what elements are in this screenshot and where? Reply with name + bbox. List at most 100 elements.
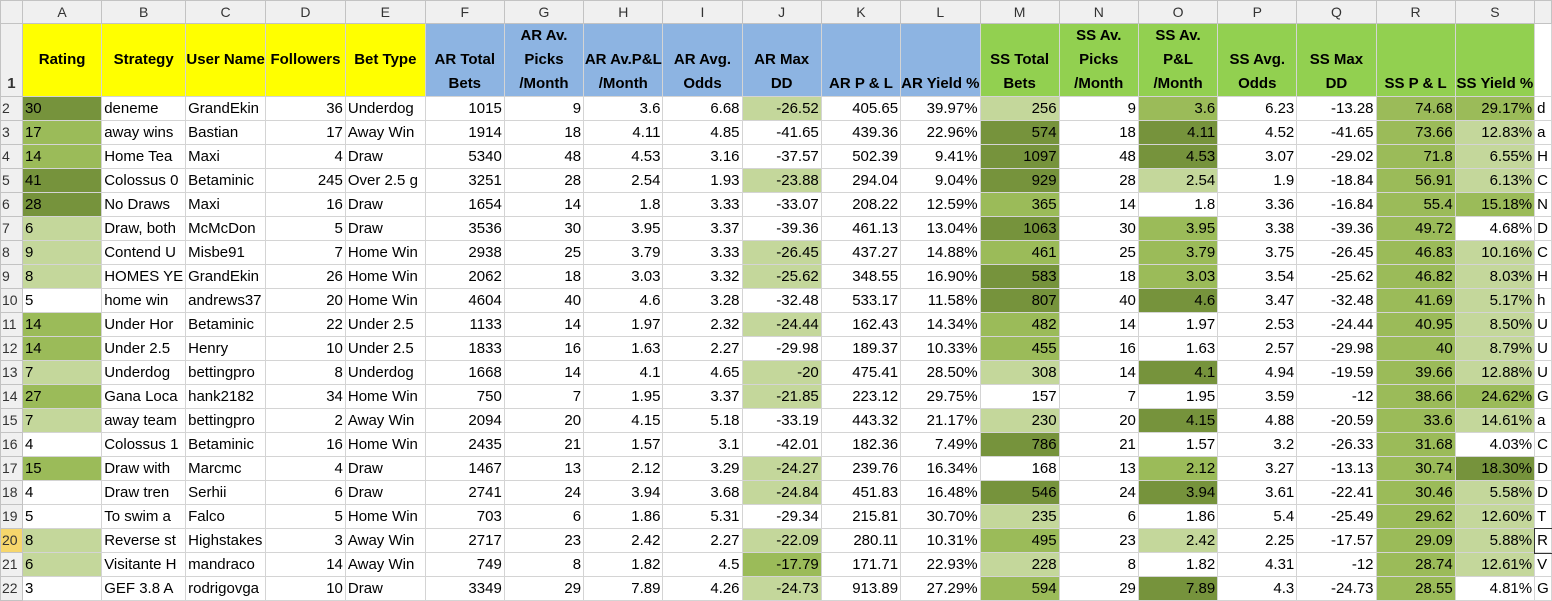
table-cell[interactable]: 4.85	[662, 120, 743, 145]
table-cell[interactable]: 17	[21, 120, 103, 145]
table-cell[interactable]: 162.43	[820, 312, 902, 337]
table-cell[interactable]: 3536	[424, 216, 505, 241]
table-cell[interactable]: 2094	[424, 408, 505, 433]
table-cell[interactable]: 2741	[424, 480, 505, 505]
table-cell[interactable]: 1.9	[1217, 168, 1298, 193]
table-cell[interactable]: 7	[265, 240, 346, 265]
table-cell[interactable]: 223.12	[820, 384, 902, 409]
table-cell[interactable]: -20	[741, 360, 822, 385]
table-cell[interactable]: 22.96%	[900, 120, 981, 145]
table-cell[interactable]: 28.74	[1375, 552, 1456, 577]
table-cell[interactable]: andrews37	[185, 288, 267, 313]
table-cell[interactable]: 49.72	[1375, 216, 1456, 241]
table-cell[interactable]: Reverse st	[101, 528, 187, 553]
overflow-cell[interactable]: a	[1534, 120, 1552, 145]
table-cell[interactable]: 2.57	[1217, 336, 1298, 361]
table-cell[interactable]: -37.57	[741, 144, 822, 169]
table-cell[interactable]: Home Win	[344, 240, 426, 265]
table-cell[interactable]: 5.17%	[1454, 288, 1536, 313]
table-cell[interactable]: 6	[21, 552, 103, 577]
table-cell[interactable]: 4.81%	[1454, 576, 1536, 601]
table-cell[interactable]: 2.32	[662, 312, 743, 337]
table-cell[interactable]: 6	[21, 216, 103, 241]
table-cell[interactable]: -33.07	[741, 192, 822, 217]
table-cell[interactable]: -23.88	[741, 168, 822, 193]
table-cell[interactable]: 4.53	[583, 144, 664, 169]
select-all-corner[interactable]	[0, 0, 23, 24]
column-header-o[interactable]: O	[1137, 0, 1219, 24]
table-cell[interactable]: -25.62	[741, 264, 822, 289]
table-cell[interactable]: 20	[265, 288, 346, 313]
table-cell[interactable]: Under 2.5	[344, 312, 426, 337]
table-cell[interactable]: 31.68	[1375, 432, 1456, 457]
table-cell[interactable]: 40	[1375, 336, 1456, 361]
table-cell[interactable]: 1.8	[1137, 192, 1219, 217]
table-cell[interactable]: 1133	[424, 312, 505, 337]
table-cell[interactable]: 4.15	[1137, 408, 1219, 433]
table-cell[interactable]: Highstakes	[185, 528, 267, 553]
table-cell[interactable]: 3	[265, 528, 346, 553]
table-cell[interactable]: 16	[265, 192, 346, 217]
table-cell[interactable]: 1.93	[662, 168, 743, 193]
table-cell[interactable]: 3.16	[662, 144, 743, 169]
table-cell[interactable]: 74.68	[1375, 96, 1456, 121]
table-cell[interactable]: 9	[503, 96, 585, 121]
overflow-cell[interactable]: H	[1534, 264, 1552, 289]
table-cell[interactable]: 41	[21, 168, 103, 193]
table-cell[interactable]: Marcmc	[185, 456, 267, 481]
table-cell[interactable]: 2.42	[1137, 528, 1219, 553]
header-cell[interactable]: SS Av. P&L /Month	[1137, 23, 1219, 97]
table-cell[interactable]: 28	[1058, 168, 1139, 193]
table-cell[interactable]: 168	[979, 456, 1060, 481]
table-cell[interactable]: -24.44	[1296, 312, 1377, 337]
table-cell[interactable]: 23	[503, 528, 585, 553]
column-header-d[interactable]: D	[265, 0, 346, 24]
table-cell[interactable]: 2.12	[583, 456, 664, 481]
table-cell[interactable]: -39.36	[741, 216, 822, 241]
table-cell[interactable]: -26.45	[1296, 240, 1377, 265]
table-cell[interactable]: 12.59%	[900, 192, 981, 217]
table-cell[interactable]: Betaminic	[185, 168, 267, 193]
table-cell[interactable]: -32.48	[741, 288, 822, 313]
table-cell[interactable]: 56.91	[1375, 168, 1456, 193]
table-cell[interactable]: -12	[1296, 552, 1377, 577]
row-header[interactable]: 20	[0, 528, 23, 553]
column-header-k[interactable]: K	[820, 0, 902, 24]
table-cell[interactable]: 4.31	[1217, 552, 1298, 577]
table-cell[interactable]: 29.62	[1375, 504, 1456, 529]
table-cell[interactable]: 34	[265, 384, 346, 409]
table-cell[interactable]: 28	[21, 192, 103, 217]
table-cell[interactable]: 24	[503, 480, 585, 505]
table-cell[interactable]: 16	[503, 336, 585, 361]
table-cell[interactable]: 1.95	[1137, 384, 1219, 409]
table-cell[interactable]: 27	[21, 384, 103, 409]
table-cell[interactable]: 7.89	[583, 576, 664, 601]
table-cell[interactable]: 157	[979, 384, 1060, 409]
table-cell[interactable]: Draw with	[101, 456, 187, 481]
table-cell[interactable]: 475.41	[820, 360, 902, 385]
table-cell[interactable]: Gana Loca	[101, 384, 187, 409]
table-cell[interactable]: bettingpro	[185, 408, 267, 433]
table-cell[interactable]: 8.50%	[1454, 312, 1536, 337]
table-cell[interactable]: -41.65	[1296, 120, 1377, 145]
table-cell[interactable]: 24	[1058, 480, 1139, 505]
table-cell[interactable]: -33.19	[741, 408, 822, 433]
table-cell[interactable]: 437.27	[820, 240, 902, 265]
table-cell[interactable]: 16	[265, 432, 346, 457]
table-cell[interactable]: 18	[503, 264, 585, 289]
table-cell[interactable]: HOMES YE	[101, 264, 187, 289]
table-cell[interactable]: 7.89	[1137, 576, 1219, 601]
table-cell[interactable]: 18	[1058, 264, 1139, 289]
table-cell[interactable]: 29.09	[1375, 528, 1456, 553]
table-cell[interactable]: 15.18%	[1454, 192, 1536, 217]
table-cell[interactable]: 12.83%	[1454, 120, 1536, 145]
table-cell[interactable]: -21.85	[741, 384, 822, 409]
table-cell[interactable]: 9.04%	[900, 168, 981, 193]
table-cell[interactable]: Underdog	[344, 96, 426, 121]
table-cell[interactable]: 3.37	[662, 384, 743, 409]
table-cell[interactable]: 3	[21, 576, 103, 601]
table-cell[interactable]: 502.39	[820, 144, 902, 169]
table-cell[interactable]: 3.47	[1217, 288, 1298, 313]
column-header-g[interactable]: G	[503, 0, 585, 24]
overflow-cell[interactable]: H	[1534, 144, 1552, 169]
